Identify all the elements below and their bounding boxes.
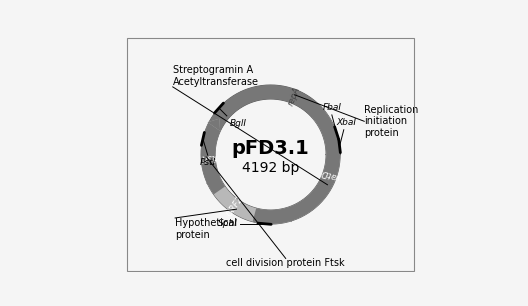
Text: XbaI: XbaI bbox=[337, 118, 357, 127]
Text: Replication
initiation
protein: Replication initiation protein bbox=[364, 105, 419, 138]
Text: repA: repA bbox=[286, 86, 302, 107]
Polygon shape bbox=[201, 108, 340, 224]
Text: FbaI: FbaI bbox=[322, 103, 341, 112]
Text: 4192 bp: 4192 bp bbox=[242, 161, 299, 175]
Polygon shape bbox=[201, 85, 340, 224]
Text: ftsK: ftsK bbox=[200, 152, 216, 162]
Polygon shape bbox=[201, 123, 225, 194]
Text: PstI: PstI bbox=[200, 158, 216, 167]
Text: BglI: BglI bbox=[230, 119, 247, 128]
Polygon shape bbox=[206, 175, 219, 188]
Text: Hypothetical
protein: Hypothetical protein bbox=[175, 218, 237, 240]
Text: SphI: SphI bbox=[218, 219, 238, 228]
Polygon shape bbox=[285, 208, 297, 222]
Polygon shape bbox=[208, 119, 220, 131]
Text: vatD: vatD bbox=[319, 166, 341, 181]
Text: cell division protein Ftsk: cell division protein Ftsk bbox=[227, 259, 345, 268]
Polygon shape bbox=[201, 85, 331, 224]
Text: ORF2: ORF2 bbox=[224, 194, 245, 218]
Text: pFD3.1: pFD3.1 bbox=[232, 139, 309, 158]
Text: Streptogramin A
Acetyltransferase: Streptogramin A Acetyltransferase bbox=[173, 65, 259, 87]
Polygon shape bbox=[208, 119, 220, 131]
